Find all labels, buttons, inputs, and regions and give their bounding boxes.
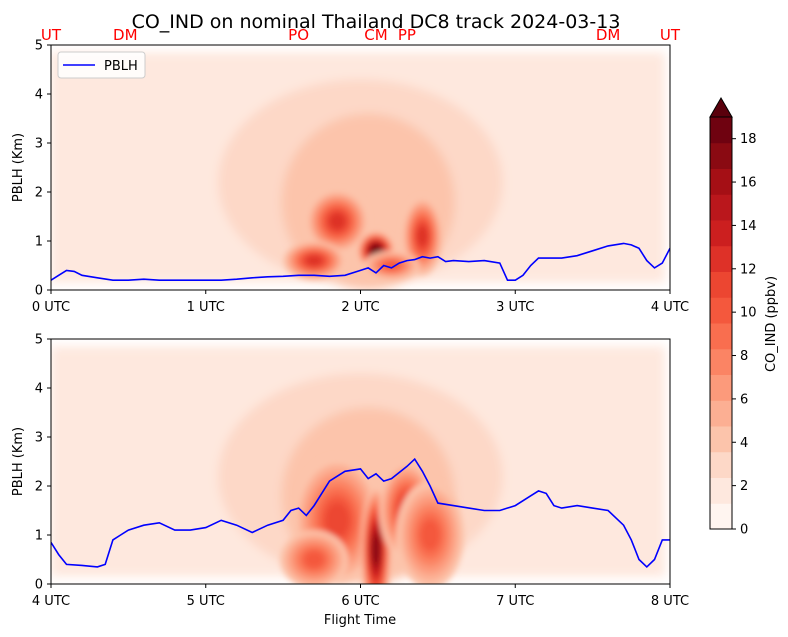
plume-group: [283, 189, 443, 281]
colorbar-band: [710, 477, 732, 504]
colorbar-band: [710, 194, 732, 221]
bottom-contour-field: [51, 346, 665, 584]
bottom-panel: 0 1 2 3 4 5 4 UTC 5 UTC 6 UTC 7 UTC 8 UTC PBLH (K…: [11, 333, 689, 629]
plume-1-level-10: [306, 255, 323, 266]
y-tick-label: 2: [35, 480, 43, 495]
legend-box: [57, 51, 146, 79]
x-tick-label: 2 UTC: [341, 300, 379, 315]
x-tick-label: 0 UTC: [32, 300, 70, 315]
x-tick-label: 6 UTC: [341, 594, 379, 609]
colorbar-band: [710, 426, 732, 453]
colorbar-band: [710, 348, 732, 375]
bottom-y-ticks: 0 1 2 3 4 5: [35, 333, 51, 593]
x-tick-label: 1 UTC: [187, 300, 225, 315]
colorbar-band: [710, 271, 732, 298]
x-tick-label: 8 UTC: [651, 594, 689, 609]
colorbar-band: [710, 503, 732, 530]
colorbar-tick-label: 6: [740, 392, 748, 407]
y-tick-label: 3: [35, 431, 43, 446]
plume-2-level-14: [372, 535, 380, 564]
y-tick-label: 0: [35, 284, 43, 299]
top-panel: 0 1 2 3 4 5 0 UTC 1 UTC 2 UTC 3 UTC 4 UTC UT DM PO C…: [11, 26, 689, 315]
colorbar-tick-label: 14: [740, 219, 757, 234]
waypoint-label: UT: [41, 26, 62, 44]
colorbar-extend-arrow: [709, 97, 733, 118]
y-tick-label: 2: [35, 186, 43, 201]
colorbar-band: [710, 220, 732, 247]
x-tick-label: 4 UTC: [651, 300, 689, 315]
x-axis-label: Flight Time: [324, 613, 396, 628]
waypoint-label: UT: [660, 26, 681, 44]
plume-4-level-8: [383, 261, 400, 270]
y-tick-label: 3: [35, 137, 43, 152]
bottom-y-axis-label: PBLH (Km): [11, 427, 26, 496]
colorbar-tick-label: 0: [740, 523, 748, 538]
plume-3-level-10: [417, 226, 428, 247]
y-tick-label: 5: [35, 39, 43, 54]
colorbar-band: [710, 168, 732, 195]
x-tick-label: 3 UTC: [496, 300, 534, 315]
top-waypoint-labels: UT DM PO CM PP DM UT: [41, 26, 681, 44]
plume-4-level-8: [420, 519, 441, 551]
waypoint-label: DM: [113, 26, 138, 44]
x-tick-label: 5 UTC: [187, 594, 225, 609]
waypoint-label: PO: [288, 26, 309, 44]
x-tick-label: 4 UTC: [32, 594, 70, 609]
waypoint-label: PP: [398, 26, 416, 44]
plume-0-level-10: [329, 213, 346, 230]
colorbar-band: [710, 297, 732, 324]
colorbar-tick-label: 16: [740, 176, 757, 191]
colorbar-label: CO_IND (ppbv): [764, 276, 779, 372]
bottom-x-ticks: 4 UTC 5 UTC 6 UTC 7 UTC 8 UTC: [32, 584, 689, 609]
plume-0-level-9: [325, 503, 350, 538]
colorbar-frame: [709, 116, 733, 530]
top-y-ticks: 0 1 2 3 4 5: [35, 39, 51, 299]
y-tick-label: 0: [35, 578, 43, 593]
top-pblh-line: [51, 242, 670, 282]
colorbar-ticks: 0 2 4 6 8 10 12 14 16 18: [732, 132, 757, 538]
colorbar-bands: [710, 117, 732, 530]
x-tick-label: 7 UTC: [496, 594, 534, 609]
colorbar-tick-label: 2: [740, 479, 748, 494]
top-y-axis-label: PBLH (Km): [11, 133, 26, 202]
colorbar-band: [710, 323, 732, 350]
colorbar-tick-label: 4: [740, 436, 748, 451]
top-contour-field: [51, 52, 665, 290]
chart-title: CO_IND on nominal Thailand DC8 track 202…: [132, 11, 621, 33]
waypoint-label: DM: [596, 26, 621, 44]
y-tick-label: 4: [35, 88, 43, 103]
y-tick-label: 1: [35, 529, 43, 544]
waypoint-label: CM: [364, 26, 387, 44]
colorbar-tick-label: 12: [740, 262, 757, 277]
legend: PBLH: [57, 51, 146, 79]
y-tick-label: 1: [35, 235, 43, 250]
legend-pblh-label: PBLH: [104, 59, 138, 74]
bottom-pblh-line: [51, 457, 670, 569]
plume-1-level-8: [304, 550, 325, 569]
colorbar-band: [710, 117, 732, 144]
colorbar-band: [710, 400, 732, 427]
colorbar-band: [710, 451, 732, 478]
colorbar-tick-label: 8: [740, 349, 748, 364]
colorbar: 0 2 4 6 8 10 12 14 16 18 CO_IND (ppbv): [709, 97, 779, 538]
colorbar-tick-label: 10: [740, 306, 757, 321]
y-tick-label: 5: [35, 333, 43, 348]
y-tick-label: 4: [35, 382, 43, 397]
colorbar-tick-label: 18: [740, 132, 757, 147]
plume-group: [280, 456, 465, 584]
colorbar-band: [710, 142, 732, 169]
top-x-ticks: 0 UTC 1 UTC 2 UTC 3 UTC 4 UTC: [32, 290, 689, 315]
colorbar-band: [710, 374, 732, 401]
colorbar-band: [710, 245, 732, 272]
